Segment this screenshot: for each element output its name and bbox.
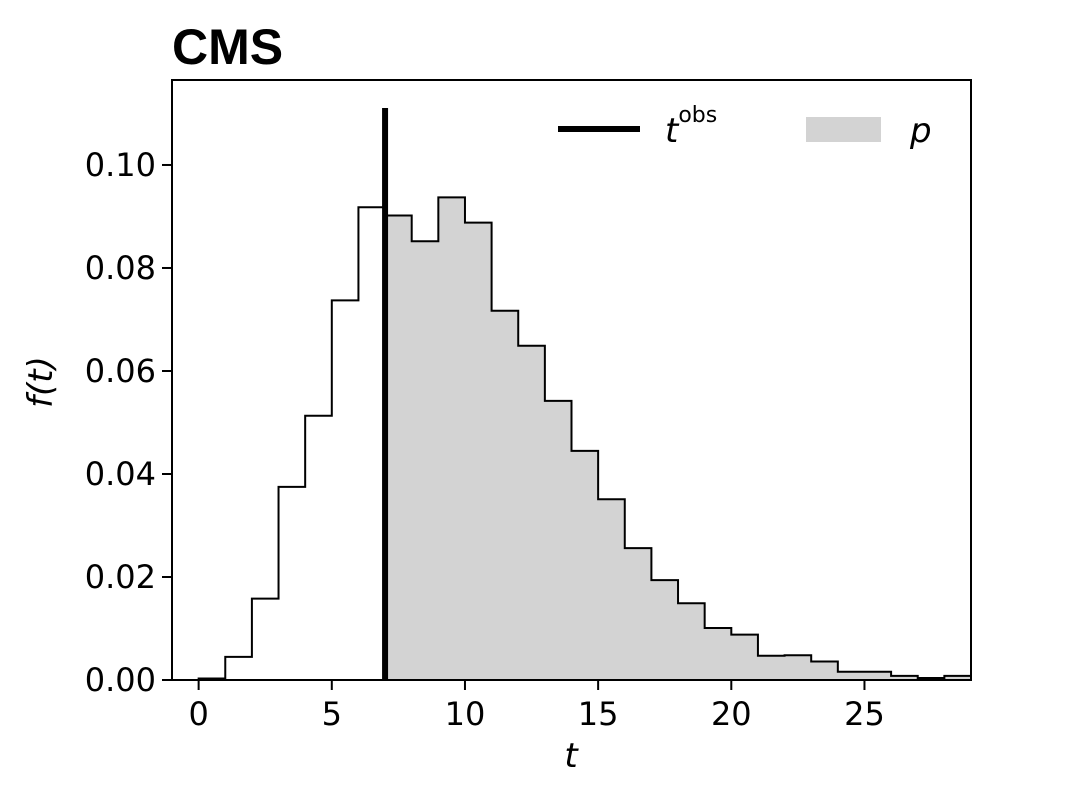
y-tick-label: 0.04 <box>85 455 156 493</box>
x-tick-label: 0 <box>188 695 208 733</box>
brand-label: CMS <box>172 19 283 75</box>
y-tick-label: 0.02 <box>85 558 156 596</box>
y-tick-label: 0.10 <box>85 146 156 184</box>
y-tick-label: 0.08 <box>85 249 156 287</box>
histogram-step-line <box>197 196 972 680</box>
x-tick-label: 5 <box>322 695 342 733</box>
legend-patch-swatch <box>806 117 881 142</box>
plot-frame <box>171 79 972 681</box>
legend-p-label: p <box>909 111 932 151</box>
y-tick-label: 0.00 <box>85 661 156 699</box>
x-axis-ticks: 0 5 10 15 20 25 <box>188 680 885 733</box>
x-axis-label: t <box>564 736 579 776</box>
legend-tobs-label: tobs <box>665 103 717 151</box>
y-axis-label: f(t) <box>21 356 61 408</box>
x-tick-label: 20 <box>711 695 752 733</box>
p-value-shaded-area <box>385 197 972 680</box>
y-tick-label: 0.06 <box>85 352 156 390</box>
x-tick-label: 25 <box>844 695 885 733</box>
x-tick-label: 15 <box>578 695 619 733</box>
legend: tobs p <box>558 103 932 151</box>
x-tick-label: 10 <box>445 695 486 733</box>
y-axis-ticks: 0.00 0.02 0.04 0.06 0.08 0.10 <box>85 146 172 699</box>
